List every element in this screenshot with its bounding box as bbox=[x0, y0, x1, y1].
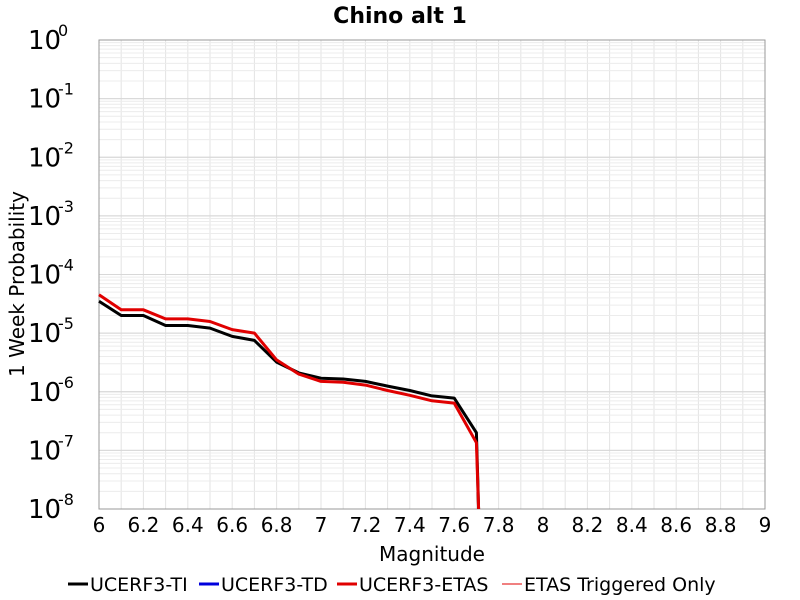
y-tick-base: 10 bbox=[28, 319, 61, 349]
x-tick-label: 8.6 bbox=[660, 513, 692, 537]
x-tick-label: 7.2 bbox=[349, 513, 381, 537]
series-layer bbox=[98, 293, 481, 510]
x-tick-label: 7.6 bbox=[438, 513, 470, 537]
x-tick-label: 6.2 bbox=[127, 513, 159, 537]
x-tick-label: 9 bbox=[759, 513, 772, 537]
y-tick-exponent: -8 bbox=[58, 490, 74, 509]
y-tick-base: 10 bbox=[28, 261, 61, 291]
y-tick-label: 10-4 bbox=[28, 256, 74, 291]
y-tick-base: 10 bbox=[28, 202, 61, 232]
y-tick-exponent: -5 bbox=[58, 314, 74, 333]
y-tick-label: 100 bbox=[28, 21, 68, 56]
legend-label: UCERF3-ETAS bbox=[359, 574, 488, 596]
y-tick-exponent: -1 bbox=[58, 80, 74, 99]
y-tick-base: 10 bbox=[28, 143, 61, 173]
y-tick-label: 10-5 bbox=[28, 314, 74, 349]
legend-label: ETAS Triggered Only bbox=[524, 574, 716, 596]
y-tick-label: 10-7 bbox=[28, 431, 74, 466]
y-tick-label: 10-3 bbox=[28, 197, 74, 232]
y-tick-exponent: -7 bbox=[58, 431, 74, 450]
legend: UCERF3-TI UCERF3-TD UCERF3-ETAS ETAS Trigge… bbox=[68, 574, 716, 596]
y-tick-label: 10-6 bbox=[28, 373, 74, 408]
grid bbox=[98, 39, 766, 510]
y-tick-base: 10 bbox=[28, 85, 61, 115]
x-tick-label: 8.8 bbox=[705, 513, 737, 537]
x-tick-label: 8.2 bbox=[571, 513, 603, 537]
y-tick-exponent: -4 bbox=[58, 256, 74, 275]
x-tick-label: 7 bbox=[315, 513, 328, 537]
chart-title: Chino alt 1 bbox=[333, 4, 467, 29]
y-tick-base: 10 bbox=[28, 378, 61, 408]
y-tick-base: 10 bbox=[28, 495, 61, 525]
x-tick-label: 6.8 bbox=[261, 513, 293, 537]
x-axis-label: Magnitude bbox=[379, 542, 485, 566]
x-tick-label: 6 bbox=[93, 513, 106, 537]
x-tick-label: 8 bbox=[537, 513, 550, 537]
y-tick-label: 10-8 bbox=[28, 490, 74, 525]
y-tick-base: 10 bbox=[28, 436, 61, 466]
x-tick-label: 6.4 bbox=[172, 513, 204, 537]
y-tick-label: 10-1 bbox=[28, 80, 74, 115]
x-tick-label: 8.4 bbox=[616, 513, 648, 537]
y-tick-exponent: -6 bbox=[58, 373, 74, 392]
x-tick-label: 6.6 bbox=[216, 513, 248, 537]
y-tick-exponent: -3 bbox=[58, 197, 74, 216]
x-tick-label: 7.4 bbox=[394, 513, 426, 537]
series-line bbox=[98, 293, 481, 510]
legend-label: UCERF3-TI bbox=[90, 574, 188, 596]
y-tick-label: 10-2 bbox=[28, 138, 74, 173]
y-tick-exponent: 0 bbox=[58, 21, 68, 40]
y-tick-base: 10 bbox=[28, 26, 61, 56]
x-tick-label: 7.8 bbox=[483, 513, 515, 537]
y-axis-label: 1 Week Probability bbox=[5, 191, 29, 377]
y-tick-exponent: -2 bbox=[58, 138, 74, 157]
x-tick-labels: 6 6.2 6.4 6.6 6.8 7 7.2 7.4 7.6 7.8 8 8.2 8.4 8.6 8.8 9 bbox=[93, 513, 772, 537]
legend-label: UCERF3-TD bbox=[221, 574, 328, 596]
plot-border bbox=[98, 39, 766, 510]
